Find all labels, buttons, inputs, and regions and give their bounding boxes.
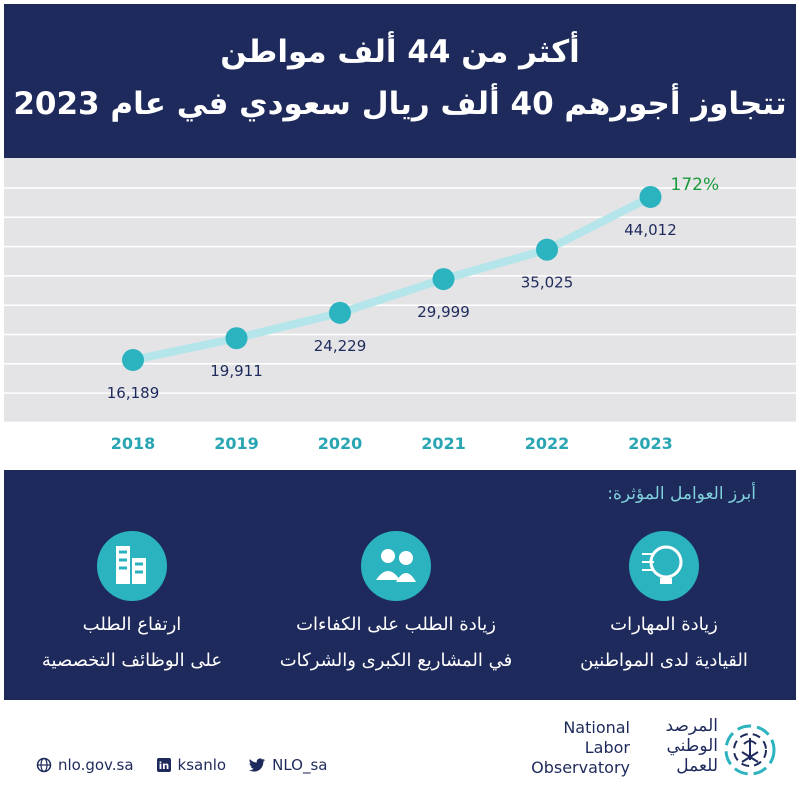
x-tick-label: 2020 [318, 434, 363, 453]
link-text: NLO_sa [272, 756, 328, 774]
factors-title: أبرز العوامل المؤثرة: [607, 484, 756, 504]
data-point [122, 349, 144, 371]
logo-english: Labor [584, 738, 630, 757]
factor-icon [361, 531, 431, 601]
value-label: 16,189 [107, 384, 160, 402]
chart: 16,189 2018 19,911 2019 24,229 2020 29,999 2021… [4, 158, 796, 453]
data-point [639, 186, 662, 208]
factor-icon [629, 531, 699, 601]
linkedin-link[interactable]: in ksanlo [156, 756, 227, 774]
data-point [225, 327, 248, 350]
value-label: 19,911 [210, 362, 263, 380]
title-line: تتجاوز أجورهم 40 ألف ريال سعودي في عام 2… [13, 86, 787, 122]
value-label: 29,999 [417, 303, 470, 321]
website-link[interactable]: nlo.gov.sa [36, 756, 134, 774]
data-point [432, 268, 455, 291]
logo-arabic: المرصد [665, 716, 718, 736]
svg-text:in: in [158, 761, 169, 772]
globe-icon [36, 757, 52, 773]
logo: National Labor Observatory المرصد الوطني… [520, 716, 800, 796]
factor-text: القيادية لدى المواطنين [580, 650, 748, 671]
factor-icon [97, 531, 167, 601]
logo-english: National [563, 718, 630, 737]
factor-text: زيادة الطلب على الكفاءات [296, 614, 496, 635]
factor-text: ارتفاع الطلب [82, 614, 182, 635]
factor-text: في المشاريع الكبرى والشركات [279, 650, 513, 671]
value-label: 44,012 [624, 221, 677, 239]
title-line: أكثر من 44 ألف مواطن [220, 34, 580, 70]
data-point [329, 301, 351, 324]
factor-text: على الوظائف التخصصية [41, 650, 223, 671]
twitter-link[interactable]: NLO_sa [248, 756, 327, 774]
growth-annotation: 172% [671, 175, 720, 195]
x-tick-label: 2018 [111, 434, 156, 453]
logo-emblem [724, 724, 776, 776]
header: أكثر من 44 ألف مواطن تتجاوز أجورهم 40 أل… [4, 4, 796, 158]
trend-line [129, 193, 655, 364]
link-text: ksanlo [177, 756, 227, 774]
logo-arabic: الوطني [666, 736, 718, 756]
factor-text: زيادة المهارات [610, 614, 718, 635]
footer-links: nlo.gov.sa in ksanlo NLO_sa [36, 756, 327, 774]
logo-english: Observatory [531, 758, 630, 777]
value-label: 35,025 [521, 274, 574, 292]
linkedin-icon: in [156, 758, 171, 772]
twitter-icon [249, 758, 266, 772]
data-point [536, 238, 558, 261]
x-tick-label: 2022 [525, 434, 570, 453]
factors-panel: أبرز العوامل المؤثرة: زيادة المهارات القي… [4, 470, 796, 700]
link-text: nlo.gov.sa [58, 756, 134, 774]
value-label: 24,229 [314, 337, 367, 355]
x-tick-label: 2019 [214, 434, 259, 453]
x-tick-label: 2023 [628, 434, 673, 453]
logo-arabic: للعمل [676, 756, 718, 776]
x-tick-label: 2021 [421, 434, 466, 453]
